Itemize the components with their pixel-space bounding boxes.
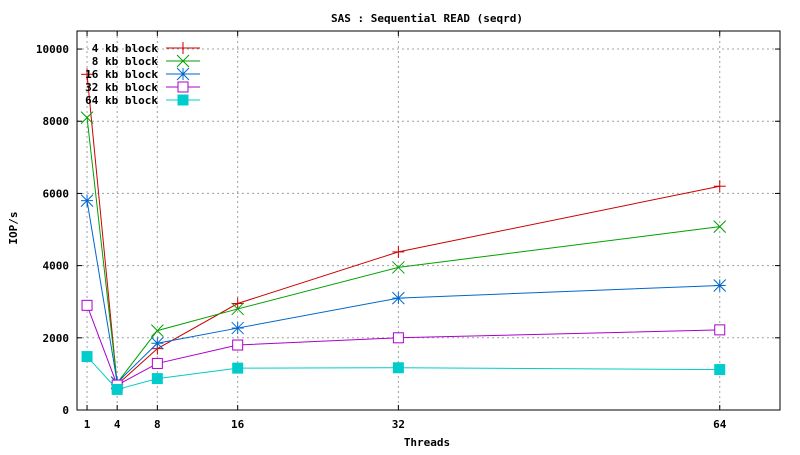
data-point	[714, 324, 726, 336]
legend-label: 64 kb block	[85, 94, 158, 107]
series-4	[81, 299, 726, 391]
x-tick-label: 8	[154, 418, 161, 431]
data-point	[392, 261, 405, 274]
legend-marker	[177, 94, 189, 106]
data-point	[231, 302, 245, 316]
data-point	[392, 362, 404, 374]
data-point	[80, 194, 94, 208]
legend-item: 8 kb block	[92, 54, 200, 68]
data-point	[231, 297, 244, 310]
y-tick-label: 2000	[43, 332, 70, 345]
series-line	[86, 117, 720, 385]
data-point	[81, 351, 93, 363]
legend-marker	[176, 54, 190, 68]
legend-item: 32 kb block	[85, 81, 200, 94]
data-point	[713, 279, 727, 292]
data-point	[714, 364, 726, 376]
data-point	[232, 339, 244, 351]
data-point	[151, 373, 163, 385]
series-2	[80, 111, 727, 390]
legend-item: 64 kb block	[85, 94, 200, 107]
data-point	[81, 68, 94, 81]
series-3	[80, 194, 727, 389]
data-point	[80, 111, 94, 124]
y-axis-label: IOP/s	[7, 211, 20, 244]
legend-item: 16 kb block	[85, 67, 200, 81]
series-5	[81, 351, 726, 395]
x-tick-label: 64	[713, 418, 727, 431]
axis-ticks: 1 4 8 16 32 64 0 2000 4000 6000 8000 10000	[36, 31, 780, 431]
data-point	[150, 324, 164, 337]
x-axis-label: Threads	[404, 436, 450, 449]
y-tick-label: 10000	[36, 43, 69, 56]
chart-title: SAS : Sequential READ (seqrd)	[331, 12, 523, 25]
legend-label: 16 kb block	[85, 68, 158, 81]
series-line	[86, 200, 720, 384]
data-point	[151, 357, 163, 369]
legend-marker	[177, 42, 189, 54]
y-tick-label: 8000	[43, 115, 70, 128]
data-point	[111, 383, 123, 395]
data-point	[232, 362, 244, 374]
y-tick-label: 0	[62, 404, 69, 417]
legend-label: 4 kb block	[92, 42, 159, 55]
data-point	[392, 245, 405, 258]
data-point	[392, 332, 404, 344]
plot-area-border	[76, 30, 781, 411]
data-point	[713, 220, 727, 233]
y-tick-label: 4000	[43, 260, 70, 273]
legend-marker	[176, 67, 190, 81]
legend-label: 8 kb block	[92, 55, 159, 68]
series-group	[80, 68, 727, 395]
legend-label: 32 kb block	[85, 81, 158, 94]
legend-marker	[177, 81, 189, 93]
x-tick-label: 4	[114, 418, 121, 431]
data-point	[392, 291, 405, 305]
x-tick-label: 32	[392, 418, 405, 431]
data-point	[231, 321, 245, 335]
series-line	[86, 74, 720, 386]
data-point	[713, 180, 726, 193]
series-line	[86, 305, 720, 386]
data-point	[81, 299, 93, 311]
x-tick-label: 1	[84, 418, 91, 431]
x-tick-label: 16	[231, 418, 245, 431]
legend-item: 4 kb block	[92, 42, 200, 55]
y-tick-label: 6000	[43, 187, 70, 200]
data-point	[150, 336, 164, 350]
